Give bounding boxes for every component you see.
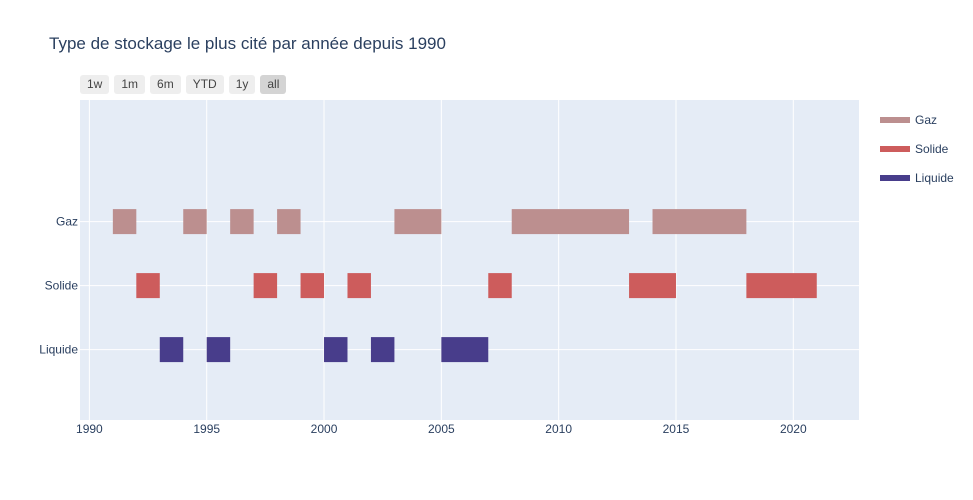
legend-label-liquide: Liquide: [915, 170, 954, 185]
x-tick-label-2020: 2020: [780, 422, 807, 436]
plot-background: [80, 100, 859, 420]
bar-solide-2001-2002[interactable]: [347, 273, 371, 299]
y-axis-ticks: Gaz Solide Liquide: [39, 215, 78, 357]
bar-solide-1997-1998[interactable]: [253, 273, 278, 299]
bar-gaz-1991-1992[interactable]: [112, 209, 137, 235]
bar-gaz-1998-1999[interactable]: [277, 209, 301, 235]
range-button-1m[interactable]: 1m: [114, 75, 146, 94]
chart-title: Type de stockage le plus cité par année …: [49, 34, 446, 53]
bar-liquide-2005-2007[interactable]: [441, 337, 489, 363]
bar-solide-2013-2015[interactable]: [629, 273, 676, 299]
bar-solide-1992-1993[interactable]: [136, 273, 160, 299]
bar-gaz-1994-1995[interactable]: [183, 209, 207, 235]
bar-solide-2018-2021[interactable]: [746, 273, 817, 299]
range-button-6m[interactable]: 6m: [150, 75, 181, 94]
range-button-all[interactable]: all: [260, 75, 287, 94]
y-tick-label-solide: Solide: [45, 279, 79, 293]
bar-gaz-1996-1997[interactable]: [230, 209, 254, 235]
range-button-1w[interactable]: 1w: [80, 75, 110, 94]
legend: Gaz Solide Liquide: [880, 105, 954, 192]
x-tick-label-2010: 2010: [545, 422, 572, 436]
bar-liquide-2000-2001[interactable]: [324, 337, 348, 363]
range-button-1y[interactable]: 1y: [228, 75, 256, 94]
legend-swatch-solide: [880, 145, 910, 152]
legend-item-gaz[interactable]: Gaz: [880, 105, 954, 134]
bar-liquide-1993-1994[interactable]: [159, 337, 184, 363]
legend-label-gaz: Gaz: [915, 112, 938, 127]
bar-liquide-2002-2003[interactable]: [370, 337, 395, 363]
y-tick-label-liquide: Liquide: [39, 343, 78, 357]
x-tick-label-2000: 2000: [311, 422, 338, 436]
legend-item-solide[interactable]: Solide: [880, 134, 954, 163]
x-tick-label-2005: 2005: [428, 422, 455, 436]
bar-gaz-2008-2013[interactable]: [511, 209, 630, 235]
bar-solide-1999-2000[interactable]: [300, 273, 325, 299]
x-tick-label-1990: 1990: [76, 422, 103, 436]
bar-gaz-2014-2018[interactable]: [652, 209, 747, 235]
range-selector: 1w 1m 6m YTD 1y all: [80, 75, 287, 94]
y-tick-label-gaz: Gaz: [56, 215, 78, 229]
legend-swatch-gaz: [880, 116, 910, 123]
x-axis-ticks: 1990 1995 2000 2005 2010 2015 2020: [76, 422, 807, 436]
bar-gaz-2003-2005[interactable]: [394, 209, 442, 235]
legend-label-solide: Solide: [915, 141, 949, 156]
range-button-ytd[interactable]: YTD: [185, 75, 224, 94]
bars: [112, 209, 817, 363]
x-tick-label-2015: 2015: [663, 422, 690, 436]
legend-swatch-liquide: [880, 174, 910, 181]
legend-item-liquide[interactable]: Liquide: [880, 163, 954, 192]
bar-liquide-1995-1996[interactable]: [206, 337, 231, 363]
x-tick-label-1995: 1995: [193, 422, 220, 436]
bar-solide-2007-2008[interactable]: [488, 273, 512, 299]
